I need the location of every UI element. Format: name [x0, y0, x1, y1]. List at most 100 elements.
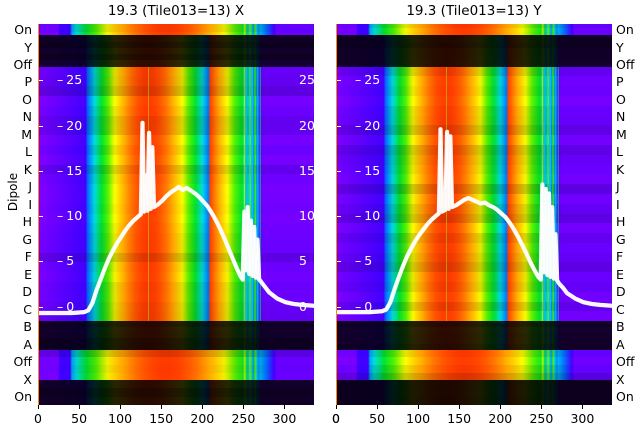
- heatmap-row: [39, 332, 314, 339]
- heatmap-row: [39, 372, 314, 381]
- y-tick-label: –25: [57, 72, 83, 88]
- y-tick-label: –10: [355, 208, 381, 224]
- heatmap-row: [337, 388, 612, 398]
- panel-title-right: 19.3 (Tile013=13) Y: [406, 3, 542, 19]
- x-tick-label: 200: [190, 411, 215, 426]
- heatmap-row: [337, 27, 612, 33]
- heatmap-row: [39, 388, 314, 398]
- dipole-label: A: [616, 336, 625, 352]
- y-tick-label: –25: [355, 72, 381, 88]
- dipole-label: G: [22, 231, 32, 247]
- dipole-label: F: [616, 249, 624, 265]
- y-tick-mark: [39, 80, 43, 82]
- y-tick-mark: [39, 216, 43, 218]
- heatmap-row: [39, 27, 314, 33]
- heatmap-row: [39, 242, 314, 254]
- heatmap-panel-x[interactable]: –25 –20 –15 –10 –5 –0 25 20 15 10 5 0: [38, 24, 314, 405]
- x-axis-left: 0 50 100 150 200 250 300 0: [34, 405, 340, 435]
- heatmap-row: [39, 233, 314, 244]
- rfi-streak: [248, 66, 250, 322]
- dipole-label: K: [616, 161, 625, 177]
- dipole-label: N: [22, 109, 32, 125]
- heatmap-row: [337, 380, 612, 390]
- x-tick-label: 50: [71, 411, 88, 426]
- heatmap-row: [39, 357, 314, 366]
- heatmap-row: [337, 174, 612, 185]
- dipole-label: On: [616, 22, 634, 37]
- rfi-streak: [256, 66, 258, 322]
- heatmap-row: [39, 349, 314, 358]
- heatmap-row: [337, 262, 612, 273]
- dipole-label: E: [616, 266, 624, 282]
- heatmap-panel-y[interactable]: –25 –20 –15 –10 –5 –0: [336, 24, 612, 405]
- y-tick-label: –0: [355, 298, 373, 314]
- rfi-streak: [557, 66, 559, 322]
- x-tick-label: 100: [406, 411, 431, 426]
- x-tick-mark: [500, 405, 502, 409]
- heatmap-row: [337, 96, 612, 107]
- y-tick-mark: [337, 80, 341, 82]
- rfi-streak: [259, 66, 261, 322]
- x-tick-label: 250: [529, 411, 554, 426]
- heatmap-row: [337, 144, 612, 156]
- dipole-label: C: [616, 301, 625, 317]
- heatmap-row: [39, 193, 314, 205]
- heatmap-row: [337, 66, 612, 78]
- heatmap-row: [337, 282, 612, 293]
- rfi-streak: [245, 66, 247, 322]
- dipole-label: D: [22, 284, 32, 300]
- y-tick-mark: [337, 261, 341, 263]
- y-tick-label: –15: [57, 162, 83, 178]
- y-tick-label-edge: 0: [299, 298, 307, 314]
- heatmap-row: [337, 203, 612, 215]
- dipole-label: On: [14, 22, 32, 37]
- heatmap-row: [337, 291, 612, 303]
- dipole-label: L: [25, 144, 32, 160]
- heatmap-row: [39, 301, 314, 312]
- heatmap-row: [39, 35, 314, 43]
- heatmap-row: [39, 282, 314, 293]
- y-tick-label: –15: [355, 162, 381, 178]
- heatmap-row: [337, 326, 612, 334]
- dipole-label: Y: [616, 39, 624, 55]
- heatmap-row: [337, 365, 612, 374]
- dipole-label: I: [28, 196, 32, 212]
- median-bandpass-trace: [39, 120, 314, 316]
- dipole-label: M: [616, 126, 627, 142]
- heatmap-row: [39, 311, 314, 322]
- heatmap-row: [39, 96, 314, 107]
- heatmap-row: [39, 203, 314, 215]
- heatmap-row: [39, 164, 314, 175]
- y-tick-label: –5: [355, 253, 373, 269]
- heatmap-row: [337, 164, 612, 175]
- dipole-label: C: [23, 301, 32, 317]
- heatmap-image-y: [337, 24, 612, 405]
- heatmap-row: [39, 86, 314, 97]
- x-tick-mark: [418, 405, 420, 409]
- median-bandpass-trace: [337, 127, 612, 315]
- dipole-label: K: [23, 161, 32, 177]
- heatmap-row: [39, 66, 314, 78]
- y-tick-mark: [337, 125, 341, 127]
- dipole-label: M: [21, 126, 32, 142]
- y-tick-mark: [39, 125, 43, 127]
- heatmap-row: [337, 272, 612, 283]
- heatmap-row: [337, 349, 612, 358]
- heatmap-row: [39, 154, 314, 166]
- heatmap-row: [39, 174, 314, 185]
- panel-title-left: 19.3 (Tile013=13) X: [107, 3, 245, 19]
- heatmap-row: [337, 213, 612, 224]
- x-tick-mark: [284, 405, 286, 409]
- x-tick-mark: [541, 405, 543, 409]
- heatmap-row: [39, 223, 314, 234]
- heatmap-row: [39, 41, 314, 49]
- dipole-label: O: [616, 91, 626, 107]
- x-tick-label: 200: [488, 411, 513, 426]
- heatmap-row: [39, 380, 314, 390]
- heatmap-row: [39, 144, 314, 156]
- x-axis-right: 0 50 100 150 200 250 300: [332, 405, 612, 435]
- heatmap-row: [337, 396, 612, 405]
- dipole-label: F: [24, 249, 32, 265]
- heatmap-row: [337, 125, 612, 136]
